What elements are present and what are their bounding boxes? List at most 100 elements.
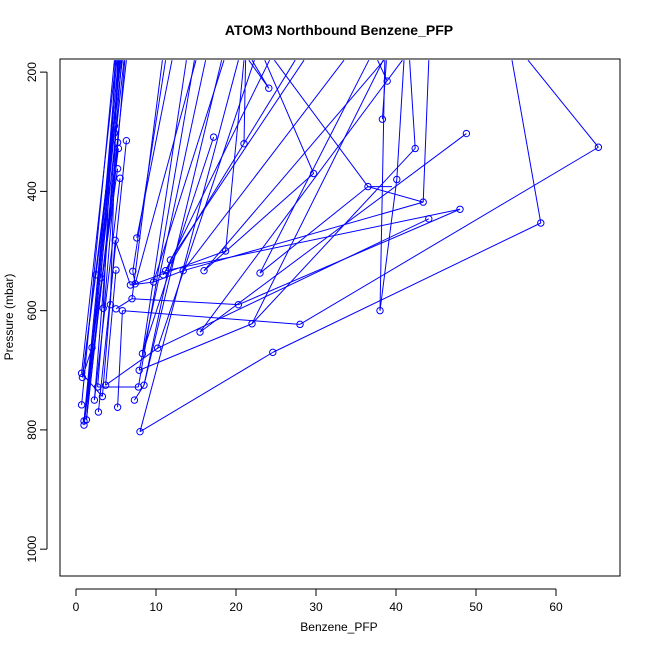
y-tick-label-4: 1000 (25, 535, 39, 562)
data-point-24 (113, 165, 122, 173)
data-point-55 (296, 320, 304, 329)
data-point-32 (131, 280, 139, 288)
series-segment-75 (105, 347, 158, 386)
data-point-25 (113, 403, 122, 411)
data-point-19 (112, 266, 120, 274)
data-point-1 (78, 373, 87, 382)
data-point-27 (122, 136, 131, 145)
data-point-67 (537, 219, 545, 227)
series-segment-34 (157, 60, 255, 349)
series-segment-42 (225, 60, 245, 252)
series-segment-49 (273, 59, 369, 187)
data-point-42 (161, 266, 170, 275)
series-segment-27 (131, 60, 163, 299)
series-segment-24 (114, 240, 131, 286)
data-point-45 (196, 328, 204, 336)
series-segment-62 (157, 218, 430, 349)
series-segment-63 (199, 133, 467, 333)
series-segment-64 (238, 208, 461, 306)
data-point-41 (159, 271, 167, 279)
data-point-61 (393, 175, 401, 184)
y-tick-label-2: 600 (25, 300, 39, 320)
series-segment-40 (199, 59, 403, 333)
data-point-40 (153, 344, 162, 352)
data-point-58 (376, 306, 384, 315)
data-point-63 (419, 198, 427, 206)
series-segment-30 (137, 60, 195, 388)
series-segment-86 (139, 323, 253, 371)
series-segment-0 (81, 60, 117, 374)
series-segment-60 (141, 136, 215, 354)
data-point-48 (221, 247, 230, 255)
series-segment-51 (381, 60, 387, 120)
data-point-22 (114, 144, 123, 153)
data-point-62 (411, 144, 419, 153)
data-point-13 (99, 304, 107, 312)
x-tick-label-6: 60 (549, 600, 563, 614)
series-segment-66 (272, 222, 542, 353)
series-segment-45 (251, 59, 384, 324)
series-segment-22 (91, 168, 119, 348)
series-segment-35 (139, 60, 239, 432)
series-segment-72 (81, 372, 103, 397)
series-segment-58 (122, 310, 301, 325)
y-tick-label-1: 400 (25, 181, 39, 201)
data-point-68 (594, 143, 603, 151)
data-point-39 (149, 278, 158, 286)
chart-title: ATOM3 Northbound Benzene_PFP (225, 22, 453, 38)
plot-frame (59, 58, 621, 577)
data-point-44 (179, 266, 187, 275)
series-segment-77 (130, 281, 154, 286)
data-point-6 (88, 343, 96, 352)
data-point-52 (256, 269, 264, 277)
series-segment-3 (81, 60, 115, 405)
series-segment-76 (132, 271, 136, 284)
data-point-7 (90, 396, 99, 404)
data-point-64 (425, 215, 433, 223)
x-tick-label-4: 40 (389, 600, 403, 614)
series-segment-52 (377, 59, 388, 82)
series-segment-56 (511, 60, 542, 224)
series-segment-82 (379, 179, 398, 311)
y-axis-label: Pressure (mbar) (2, 274, 16, 361)
series-segment-84 (165, 208, 461, 272)
series-segment-6 (85, 60, 118, 420)
data-point-12 (98, 392, 107, 401)
data-point-49 (234, 300, 243, 309)
series-segment-33 (153, 60, 225, 283)
y-axis: 200 400 600 800 1000 (25, 62, 48, 563)
data-point-29 (128, 295, 136, 303)
series-segment-37 (165, 59, 271, 271)
series-segment-59 (131, 298, 239, 306)
data-point-33 (133, 234, 141, 242)
series-segment-31 (141, 60, 187, 354)
data-point-2 (77, 401, 86, 409)
y-tick-label-3: 800 (25, 420, 39, 440)
series-segment-81 (367, 186, 424, 203)
series-segment-85 (183, 201, 424, 272)
data-point-36 (136, 427, 144, 436)
data-point-5 (82, 416, 91, 424)
series-segment-18 (93, 178, 121, 401)
series-segment-73 (81, 347, 93, 378)
series-segment-47 (248, 59, 270, 89)
data-point-35 (135, 366, 143, 374)
data-point-47 (209, 133, 218, 141)
data-point-31 (130, 396, 139, 404)
series-segment-32 (143, 60, 223, 386)
data-point-17 (110, 129, 119, 137)
series-segment-20 (101, 240, 116, 397)
x-tick-label-2: 20 (229, 600, 243, 614)
data-point-65 (456, 205, 464, 213)
x-axis: 0 10 20 30 40 50 60 (73, 588, 563, 614)
series-segment-28 (134, 60, 197, 284)
x-axis-label: Benzene_PFP (300, 620, 377, 634)
series-segment-54 (409, 60, 416, 149)
series-segment-43 (243, 60, 247, 144)
data-point-43 (166, 256, 175, 264)
data-point-66 (462, 129, 471, 138)
data-point-59 (378, 115, 387, 123)
data-point-38 (140, 381, 148, 389)
series-markers (77, 77, 603, 436)
